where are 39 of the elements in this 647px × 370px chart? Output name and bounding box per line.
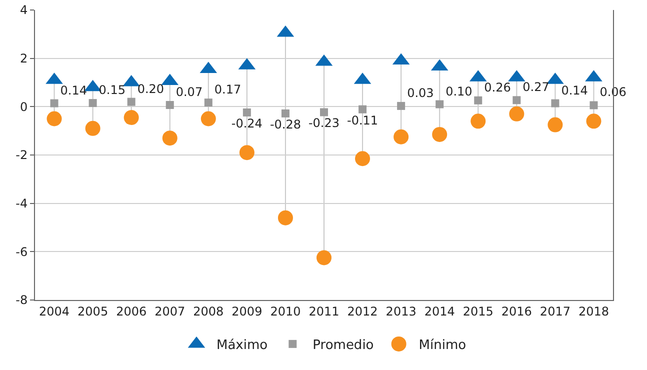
x-tick-label: 2005 (78, 304, 108, 318)
y-tick-label: 0 (20, 100, 28, 114)
data-label: 0.15 (98, 83, 126, 98)
x-tick-label: 2011 (308, 304, 340, 318)
data-label: -0.11 (347, 113, 378, 128)
legend-label: Mínimo (418, 338, 466, 354)
x-tick-label: 2017 (540, 304, 570, 318)
data-label: 0.20 (137, 82, 164, 96)
y-tick-label: -2 (16, 148, 28, 162)
x-tick-label: 2015 (462, 304, 494, 318)
data-label: 0.17 (214, 82, 242, 97)
y-tick-label: -6 (16, 244, 28, 259)
x-tick-label: 2014 (424, 304, 455, 318)
data-label: 0.07 (176, 84, 203, 99)
legend-label: Promedio (312, 338, 374, 354)
legend-label: Máximo (216, 338, 268, 354)
x-tick-label: 2013 (386, 304, 416, 318)
data-label: -0.28 (270, 117, 301, 132)
y-tick-label: -8 (16, 293, 28, 308)
x-tick-label: 2009 (232, 304, 262, 318)
x-tick-label: 2016 (501, 304, 532, 318)
y-tick-label: 4 (20, 3, 28, 18)
x-tick-label: 2008 (193, 304, 224, 318)
data-label: 0.14 (561, 83, 588, 98)
x-tick-label: 2004 (38, 304, 70, 318)
data-label: 0.27 (522, 80, 550, 94)
x-tick-label: 2006 (116, 304, 147, 318)
x-tick-label: 2007 (154, 304, 186, 318)
data-label: 0.10 (446, 84, 472, 98)
data-label: -0.23 (308, 116, 340, 130)
x-tick-label: 2010 (270, 304, 301, 318)
y-tick-label: 2 (20, 52, 28, 66)
data-label: -0.24 (231, 116, 262, 130)
data-label: 0.14 (60, 83, 87, 98)
y-tick-label: -4 (16, 196, 28, 211)
x-tick-label: 2018 (578, 304, 610, 318)
data-label: 0.03 (407, 86, 434, 100)
x-tick-label: 2012 (347, 304, 378, 318)
data-label: 0.26 (484, 80, 511, 94)
